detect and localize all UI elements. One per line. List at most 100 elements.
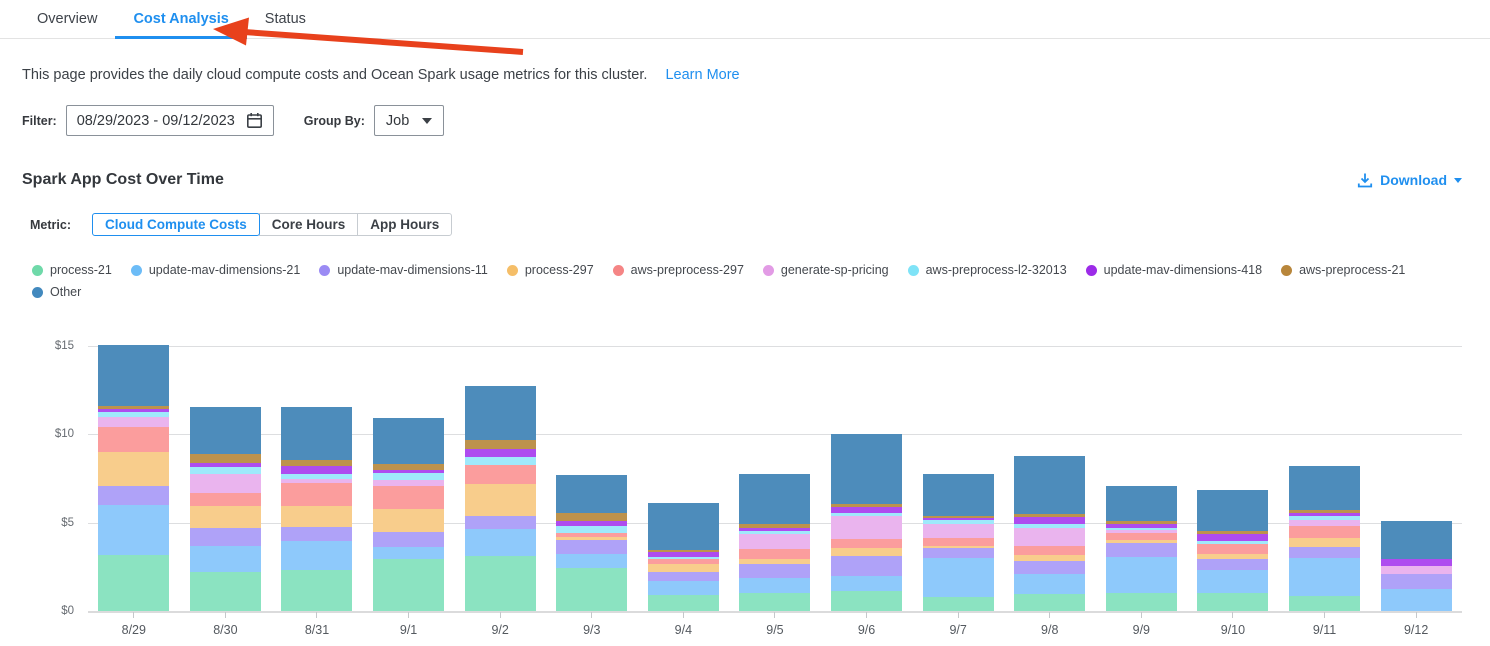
bar-segment-aws-preprocess-l2-32013[interactable] xyxy=(373,473,445,481)
bar-segment-aws-preprocess-l2-32013[interactable] xyxy=(739,531,811,535)
bar-segment-aws-preprocess-l2-32013[interactable] xyxy=(1289,516,1361,521)
bar-segment-aws-preprocess-21[interactable] xyxy=(647,549,719,552)
bar-segment-Other[interactable] xyxy=(1014,456,1086,514)
bar-segment-process-297[interactable] xyxy=(1197,553,1269,559)
bar-segment-process-21[interactable] xyxy=(1014,594,1086,611)
bar-segment-aws-preprocess-21[interactable] xyxy=(189,453,261,464)
bar-segment-update-mav-dimensions-21[interactable] xyxy=(373,546,445,560)
bar-segment-Other[interactable] xyxy=(647,502,719,550)
group-by-select[interactable]: Job xyxy=(373,105,445,136)
bar-segment-process-297[interactable] xyxy=(1014,555,1086,562)
bar-segment-update-mav-dimensions-11[interactable] xyxy=(1197,558,1269,571)
bar-segment-Other[interactable] xyxy=(98,345,170,407)
bar-segment-aws-preprocess-297[interactable] xyxy=(1014,546,1086,556)
bar-segment-update-mav-dimensions-418[interactable] xyxy=(1105,524,1177,528)
bar-segment-generate-sp-pricing[interactable] xyxy=(189,473,261,494)
bar-segment-update-mav-dimensions-418[interactable] xyxy=(98,409,170,413)
bar-segment-aws-preprocess-l2-32013[interactable] xyxy=(98,412,170,418)
bar-segment-aws-preprocess-21[interactable] xyxy=(1289,510,1361,513)
bar-segment-aws-preprocess-297[interactable] xyxy=(1105,533,1177,541)
bar-segment-process-21[interactable] xyxy=(647,594,719,611)
bar-segment-update-mav-dimensions-21[interactable] xyxy=(281,541,353,571)
bar-segment-update-mav-dimensions-418[interactable] xyxy=(189,463,261,467)
stacked-bar-8/29[interactable] xyxy=(98,345,170,611)
bar-segment-process-297[interactable] xyxy=(556,536,628,541)
bar-segment-aws-preprocess-21[interactable] xyxy=(831,503,903,508)
bar-segment-update-mav-dimensions-418[interactable] xyxy=(556,521,628,527)
legend-item-update-mav-dimensions-21[interactable]: update-mav-dimensions-21 xyxy=(130,263,300,277)
bar-segment-update-mav-dimensions-11[interactable] xyxy=(1014,561,1086,575)
bar-segment-Other[interactable] xyxy=(464,386,536,441)
bar-segment-process-21[interactable] xyxy=(831,591,903,611)
stacked-bar-8/30[interactable] xyxy=(189,407,261,611)
bar-segment-process-297[interactable] xyxy=(98,452,170,487)
bar-segment-update-mav-dimensions-21[interactable] xyxy=(98,505,170,556)
bar-segment-update-mav-dimensions-21[interactable] xyxy=(1289,557,1361,596)
bar-segment-aws-preprocess-l2-32013[interactable] xyxy=(1105,527,1177,531)
bar-segment-Other[interactable] xyxy=(1105,486,1177,522)
bar-segment-update-mav-dimensions-418[interactable] xyxy=(831,507,903,513)
bar-segment-process-21[interactable] xyxy=(556,567,628,611)
tab-cost-analysis[interactable]: Cost Analysis xyxy=(115,0,248,39)
bar-segment-update-mav-dimensions-21[interactable] xyxy=(831,576,903,592)
bar-segment-aws-preprocess-l2-32013[interactable] xyxy=(647,557,719,560)
bar-segment-generate-sp-pricing[interactable] xyxy=(1289,520,1361,527)
bar-segment-aws-preprocess-l2-32013[interactable] xyxy=(1197,541,1269,545)
bar-segment-aws-preprocess-21[interactable] xyxy=(1197,531,1269,534)
bar-segment-generate-sp-pricing[interactable] xyxy=(98,417,170,427)
bar-segment-aws-preprocess-21[interactable] xyxy=(373,463,445,471)
legend-item-Other[interactable]: Other xyxy=(32,285,81,299)
bar-segment-update-mav-dimensions-11[interactable] xyxy=(831,556,903,577)
bar-segment-aws-preprocess-l2-32013[interactable] xyxy=(556,526,628,533)
bar-segment-process-21[interactable] xyxy=(281,570,353,611)
bar-segment-update-mav-dimensions-21[interactable] xyxy=(1105,556,1177,593)
stacked-bar-9/4[interactable] xyxy=(647,502,719,611)
bar-segment-process-21[interactable] xyxy=(922,596,994,611)
bar-segment-update-mav-dimensions-11[interactable] xyxy=(922,547,994,559)
bar-segment-aws-preprocess-21[interactable] xyxy=(98,406,170,410)
legend-item-aws-preprocess-21[interactable]: aws-preprocess-21 xyxy=(1281,263,1405,277)
legend-item-aws-preprocess-297[interactable]: aws-preprocess-297 xyxy=(612,263,744,277)
bar-segment-aws-preprocess-l2-32013[interactable] xyxy=(281,473,353,480)
bar-segment-update-mav-dimensions-11[interactable] xyxy=(189,527,261,546)
bar-segment-update-mav-dimensions-21[interactable] xyxy=(189,546,261,572)
bar-segment-update-mav-dimensions-418[interactable] xyxy=(1380,559,1452,566)
bar-segment-process-21[interactable] xyxy=(1289,595,1361,611)
bar-segment-Other[interactable] xyxy=(281,407,353,460)
bar-segment-Other[interactable] xyxy=(739,473,811,524)
bar-segment-process-297[interactable] xyxy=(1289,537,1361,548)
stacked-bar-9/12[interactable] xyxy=(1380,521,1452,611)
bar-segment-Other[interactable] xyxy=(1289,466,1361,511)
bar-segment-aws-preprocess-297[interactable] xyxy=(647,559,719,564)
legend-item-process-21[interactable]: process-21 xyxy=(32,263,112,277)
bar-segment-Other[interactable] xyxy=(922,474,994,517)
download-button[interactable]: Download xyxy=(1357,172,1462,188)
bar-segment-update-mav-dimensions-21[interactable] xyxy=(647,580,719,595)
bar-segment-update-mav-dimensions-11[interactable] xyxy=(556,540,628,554)
bar-segment-aws-preprocess-297[interactable] xyxy=(373,486,445,510)
bar-segment-aws-preprocess-l2-32013[interactable] xyxy=(464,457,536,466)
stacked-bar-9/10[interactable] xyxy=(1197,490,1269,611)
stacked-bar-9/2[interactable] xyxy=(464,386,536,611)
metric-button-cloud-compute-costs[interactable]: Cloud Compute Costs xyxy=(91,213,260,236)
bar-segment-process-297[interactable] xyxy=(373,509,445,533)
stacked-bar-9/3[interactable] xyxy=(556,475,628,611)
bar-segment-aws-preprocess-297[interactable] xyxy=(1197,544,1269,554)
bar-segment-update-mav-dimensions-418[interactable] xyxy=(1289,513,1361,516)
bar-segment-process-21[interactable] xyxy=(98,555,170,611)
bar-segment-update-mav-dimensions-21[interactable] xyxy=(556,553,628,568)
stacked-bar-9/5[interactable] xyxy=(739,473,811,611)
bar-segment-aws-preprocess-l2-32013[interactable] xyxy=(189,466,261,474)
bar-segment-aws-preprocess-297[interactable] xyxy=(189,493,261,507)
bar-segment-process-297[interactable] xyxy=(464,484,536,516)
bar-segment-aws-preprocess-l2-32013[interactable] xyxy=(1014,523,1086,528)
bar-segment-process-21[interactable] xyxy=(739,592,811,611)
bar-segment-generate-sp-pricing[interactable] xyxy=(1014,527,1086,547)
bar-segment-update-mav-dimensions-21[interactable] xyxy=(1197,570,1269,593)
bar-segment-update-mav-dimensions-11[interactable] xyxy=(464,515,536,530)
bar-segment-update-mav-dimensions-11[interactable] xyxy=(1289,547,1361,558)
metric-button-app-hours[interactable]: App Hours xyxy=(357,213,453,236)
stacked-bar-9/1[interactable] xyxy=(373,417,445,611)
tab-overview[interactable]: Overview xyxy=(37,11,98,27)
stacked-bar-9/8[interactable] xyxy=(1014,456,1086,611)
